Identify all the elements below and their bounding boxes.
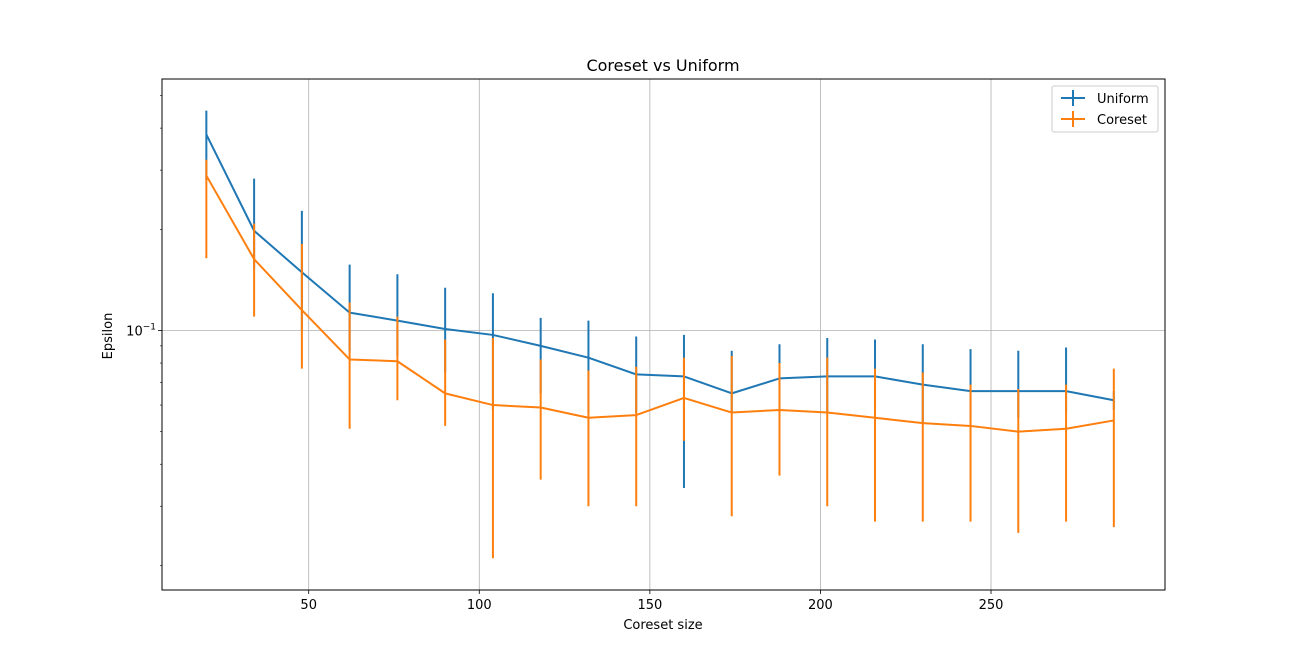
y-axis-label: Epsilon <box>101 313 116 360</box>
plot-series <box>205 110 1115 559</box>
x-tick-label: 150 <box>637 598 662 613</box>
x-tick-label: 100 <box>467 598 492 613</box>
x-axis-label: Coreset size <box>623 618 702 633</box>
grid-lines <box>162 79 1165 590</box>
legend: Uniform Coreset <box>1051 85 1159 133</box>
series-uniform <box>205 110 1115 488</box>
series-line <box>205 175 1115 433</box>
chart-title: Coreset vs Uniform <box>586 56 739 75</box>
series-line <box>205 134 1115 402</box>
series-coreset <box>205 159 1115 559</box>
legend-coreset-label: Coreset <box>1097 113 1147 128</box>
y-tick-label: 10−1 <box>126 322 156 339</box>
x-tick-label: 250 <box>979 598 1004 613</box>
legend-entry-uniform: Uniform <box>1061 90 1149 107</box>
axis-ticks: 50 100 150 200 250 10−1 <box>126 95 1004 613</box>
plot-frame <box>161 78 1166 591</box>
legend-uniform-label: Uniform <box>1097 92 1149 107</box>
x-tick-label: 200 <box>808 598 833 613</box>
x-tick-label: 50 <box>300 598 317 613</box>
legend-entry-coreset: Coreset <box>1061 111 1147 128</box>
